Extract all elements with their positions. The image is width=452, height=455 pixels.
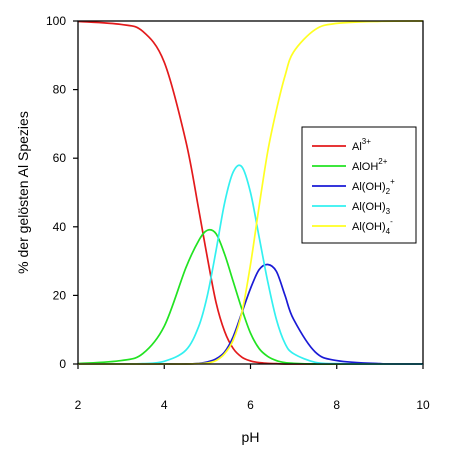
y-tick-label: 40 bbox=[53, 220, 67, 234]
y-tick-label: 20 bbox=[53, 288, 67, 302]
legend-entry: Al(OH)3 bbox=[352, 201, 391, 216]
legend-entry: Al(OH)2+ bbox=[352, 177, 395, 196]
x-tick-label: 10 bbox=[416, 398, 430, 412]
legend: Al3+ AlOH2+ Al(OH)2+ Al(OH)3Al(OH)4- bbox=[301, 126, 417, 244]
series-aloh3-line bbox=[77, 164, 424, 365]
y-axis-label: % der gelösten Al Spezies bbox=[15, 111, 31, 274]
series-aloh2plus-line bbox=[78, 263, 424, 365]
x-tick-label: 2 bbox=[75, 398, 82, 412]
legend-entry: Al3+ bbox=[352, 137, 371, 153]
plot-frame bbox=[77, 20, 424, 365]
y-tick-label: 80 bbox=[53, 83, 67, 97]
series-aloh2-line bbox=[77, 228, 424, 365]
legend-entry: Al(OH)4- bbox=[352, 217, 393, 236]
y-tick-label: 0 bbox=[59, 357, 66, 371]
x-axis-label: pH bbox=[242, 429, 260, 445]
legend-entry: AlOH2+ bbox=[352, 157, 388, 173]
x-tick-label: 8 bbox=[333, 398, 340, 412]
y-tick-label: 100 bbox=[46, 14, 66, 28]
x-tick-label: 6 bbox=[247, 398, 254, 412]
x-tick-label: 4 bbox=[161, 398, 168, 412]
y-tick-label: 60 bbox=[53, 151, 67, 165]
